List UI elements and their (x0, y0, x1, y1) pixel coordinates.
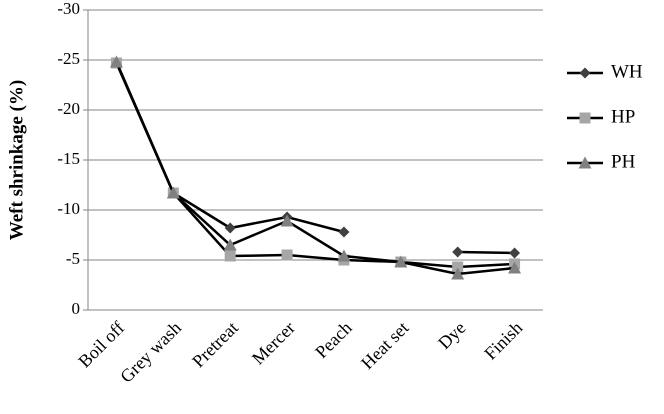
x-tick-label: Dye (434, 318, 469, 353)
x-tick-label: Finish (480, 318, 526, 364)
marker (224, 222, 236, 234)
y-axis-label: Weft shrinkage (%) (6, 80, 27, 240)
x-tick-label: Peach (311, 318, 356, 363)
y-tick-label: 0 (72, 299, 81, 318)
series-line (115, 61, 515, 276)
x-tick-label: Pretreat (188, 318, 242, 372)
y-tick-label: -5 (66, 249, 80, 268)
legend-marker (579, 67, 591, 79)
marker (452, 246, 464, 258)
marker (338, 226, 350, 238)
marker (280, 214, 294, 227)
marker (337, 249, 351, 262)
marker (224, 250, 236, 262)
y-tick-label: -10 (57, 199, 80, 218)
legend-label: PH (611, 151, 636, 172)
legend-label: WH (611, 61, 643, 82)
y-tick-label: -30 (57, 0, 80, 18)
legend-marker (578, 156, 592, 169)
x-tick-label: Mercer (248, 318, 299, 369)
marker (166, 186, 180, 199)
y-tick-label: -20 (57, 99, 80, 118)
legend-marker (579, 112, 591, 124)
series-line (115, 62, 515, 269)
marker (109, 55, 123, 68)
y-tick-label: -25 (57, 49, 80, 68)
marker (281, 249, 293, 261)
marker (508, 261, 522, 274)
marker (223, 238, 237, 251)
marker (451, 267, 465, 280)
legend-label: HP (611, 106, 635, 127)
marker (509, 247, 521, 259)
x-tick-label: Grey wash (116, 318, 185, 387)
x-tick-label: Heat set (357, 318, 412, 373)
x-tick-label: Boil off (74, 318, 128, 372)
marker (394, 255, 408, 268)
y-tick-label: -15 (57, 149, 80, 168)
series-line (115, 61, 515, 255)
marker (452, 261, 464, 273)
